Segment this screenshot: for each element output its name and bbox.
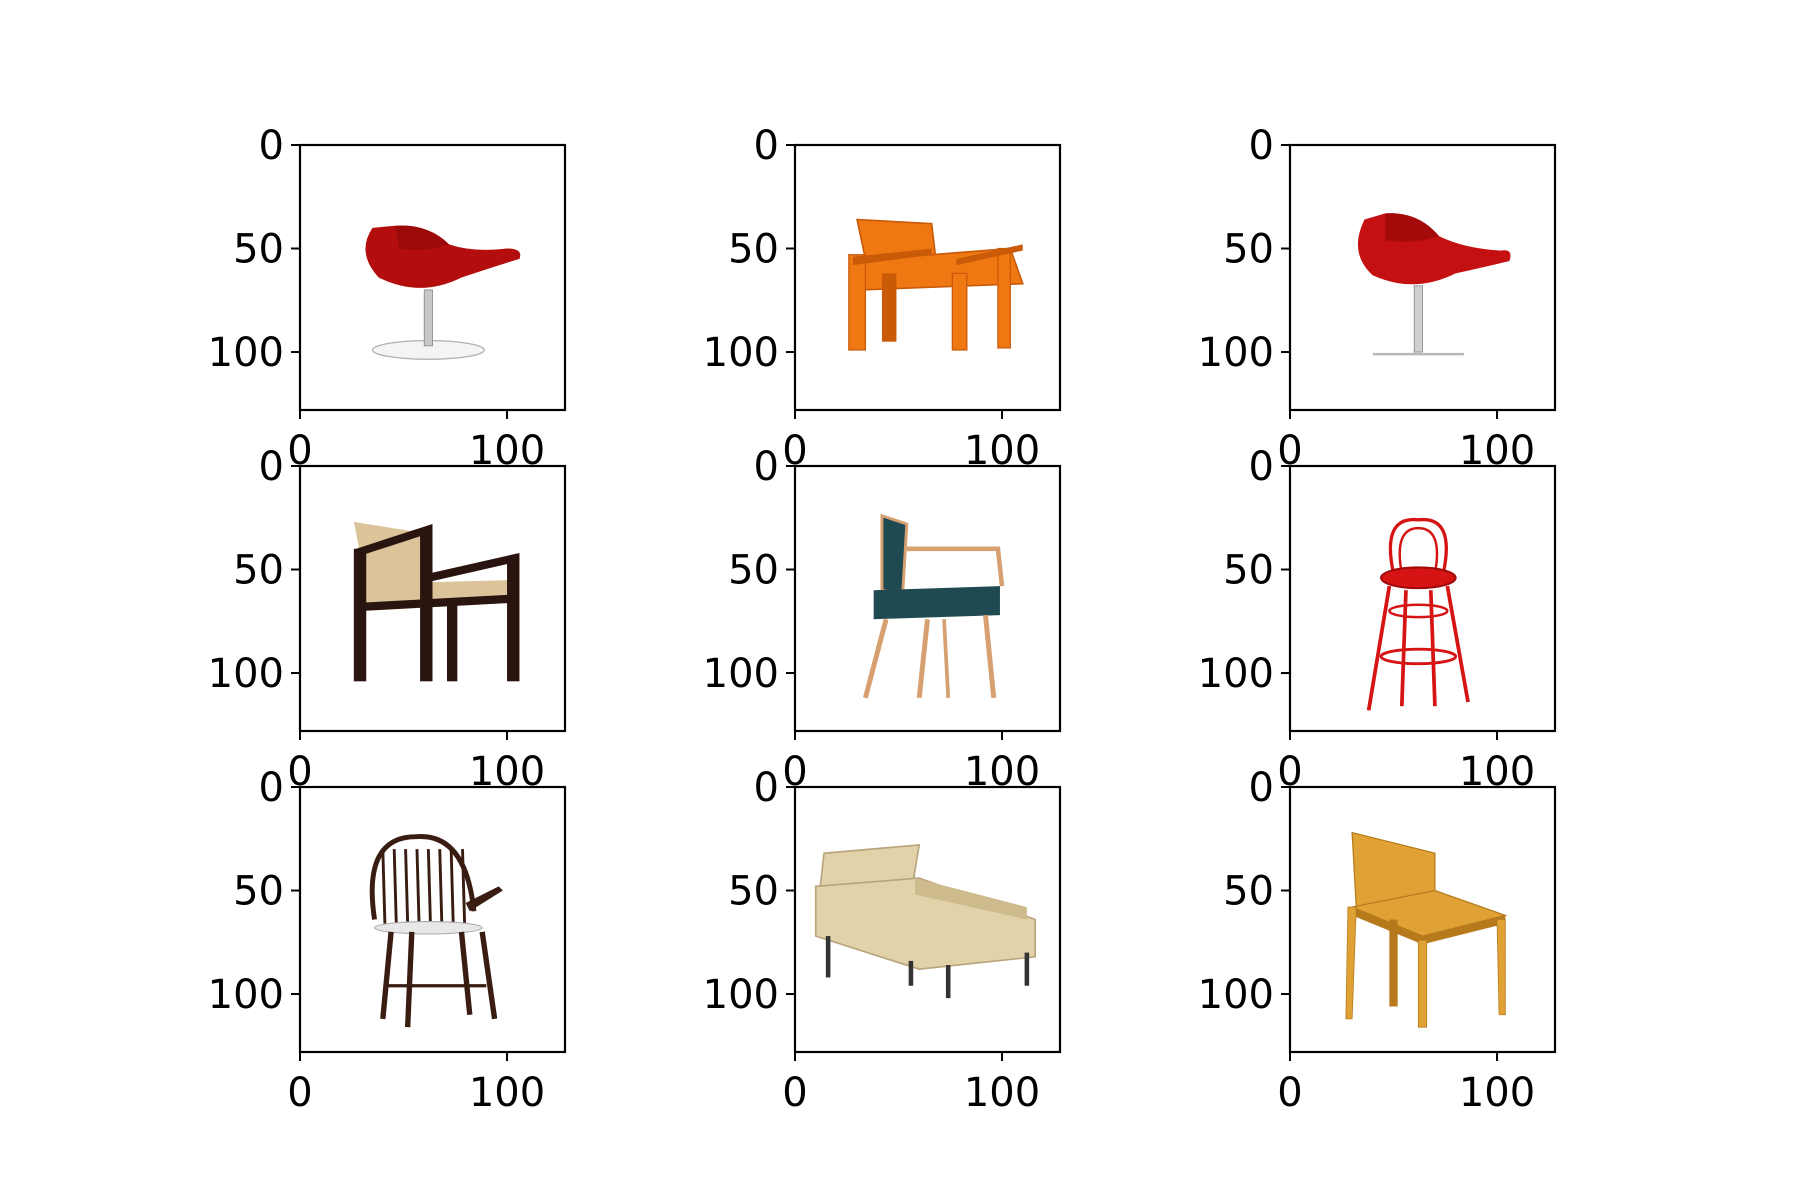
y-tick-label: 0 bbox=[1249, 765, 1274, 811]
axes-frame bbox=[298, 785, 567, 1054]
x-tick-label: 0 bbox=[287, 1070, 312, 1116]
chair-image-6: red bentwood bar stool bbox=[1366, 517, 1470, 711]
y-tick-label: 0 bbox=[259, 765, 284, 811]
chair-image-4: dark wood armchair with beige cushions bbox=[353, 521, 520, 682]
axes-frame bbox=[793, 785, 1062, 1054]
y-tick-label: 0 bbox=[259, 444, 284, 490]
y-tick-label: 0 bbox=[259, 123, 284, 169]
x-tick-label: 0 bbox=[1277, 1070, 1302, 1116]
axes-frame bbox=[1288, 785, 1557, 1054]
subplot-6: red bentwood bar stool0501000 100 bbox=[1198, 444, 1557, 795]
x-tick-label: 100 bbox=[1459, 1070, 1535, 1116]
chair-image-3: red egg swivel chair on thin base bbox=[1357, 213, 1511, 356]
chair-image-5: teal upholstered armchair with wooden fr… bbox=[862, 513, 1005, 699]
subplot-7: dark brown windsor spindle armchair 0 50 10… bbox=[208, 765, 567, 1116]
y-tick-label: 100 bbox=[703, 330, 779, 376]
chair-image-7: dark brown windsor spindle armchair bbox=[369, 834, 503, 1028]
chair-image-9: golden yellow wooden chair bbox=[1345, 831, 1508, 1028]
y-tick-label: 50 bbox=[1223, 227, 1274, 273]
y-tick-label: 0 bbox=[754, 765, 779, 811]
y-tick-label: 100 bbox=[703, 972, 779, 1018]
axes-frame bbox=[1288, 143, 1557, 412]
axes-frame bbox=[298, 143, 567, 412]
axes-frame bbox=[1288, 464, 1557, 733]
subplot-1: red egg swivel chair on round base 0 50 100… bbox=[208, 123, 567, 474]
y-tick-label: 0 bbox=[754, 123, 779, 169]
chair-image-1: red egg swivel chair on round base bbox=[365, 225, 521, 360]
y-tick-label: 100 bbox=[1198, 651, 1274, 697]
y-tick-label: 50 bbox=[1223, 548, 1274, 594]
y-tick-label: 0 bbox=[1249, 444, 1274, 490]
y-tick-label: 100 bbox=[703, 651, 779, 697]
axes-frame bbox=[793, 143, 1062, 412]
axes-frame bbox=[793, 464, 1062, 733]
subplot-5: teal upholstered armchair with wooden fr… bbox=[703, 444, 1062, 795]
y-tick-label: 50 bbox=[728, 548, 779, 594]
y-tick-label: 50 bbox=[233, 548, 284, 594]
x-tick-label: 100 bbox=[469, 1070, 545, 1116]
subplot-2: orange wooden slatted armchair0501000 100 bbox=[703, 123, 1062, 474]
subplot-3: red egg swivel chair on thin base0501000… bbox=[1198, 123, 1557, 474]
x-tick-label: 0 bbox=[782, 1070, 807, 1116]
y-tick-label: 50 bbox=[1223, 869, 1274, 915]
y-tick-label: 50 bbox=[728, 227, 779, 273]
y-tick-label: 100 bbox=[208, 330, 284, 376]
x-tick-label: 100 bbox=[964, 1070, 1040, 1116]
y-tick-label: 100 bbox=[1198, 330, 1274, 376]
y-tick-label: 100 bbox=[208, 972, 284, 1018]
y-tick-label: 0 bbox=[1249, 123, 1274, 169]
y-tick-label: 50 bbox=[728, 869, 779, 915]
y-tick-label: 50 bbox=[233, 869, 284, 915]
chair-image-8: beige tufted lounge sofa chair bbox=[814, 844, 1036, 999]
y-tick-label: 100 bbox=[208, 651, 284, 697]
subplot-4: dark wood armchair with beige cushions 0 5… bbox=[208, 444, 567, 795]
axes-frame bbox=[298, 464, 567, 733]
chair-image-2: orange wooden slatted armchair bbox=[848, 218, 1024, 351]
subplot-9: golden yellow wooden chair 0 50 100 0 100 bbox=[1198, 765, 1557, 1116]
subplot-8: beige tufted lounge sofa chair 0 50 100 0 100 bbox=[703, 765, 1062, 1116]
y-tick-label: 50 bbox=[233, 227, 284, 273]
y-tick-label: 100 bbox=[1198, 972, 1274, 1018]
y-tick-label: 0 bbox=[754, 444, 779, 490]
